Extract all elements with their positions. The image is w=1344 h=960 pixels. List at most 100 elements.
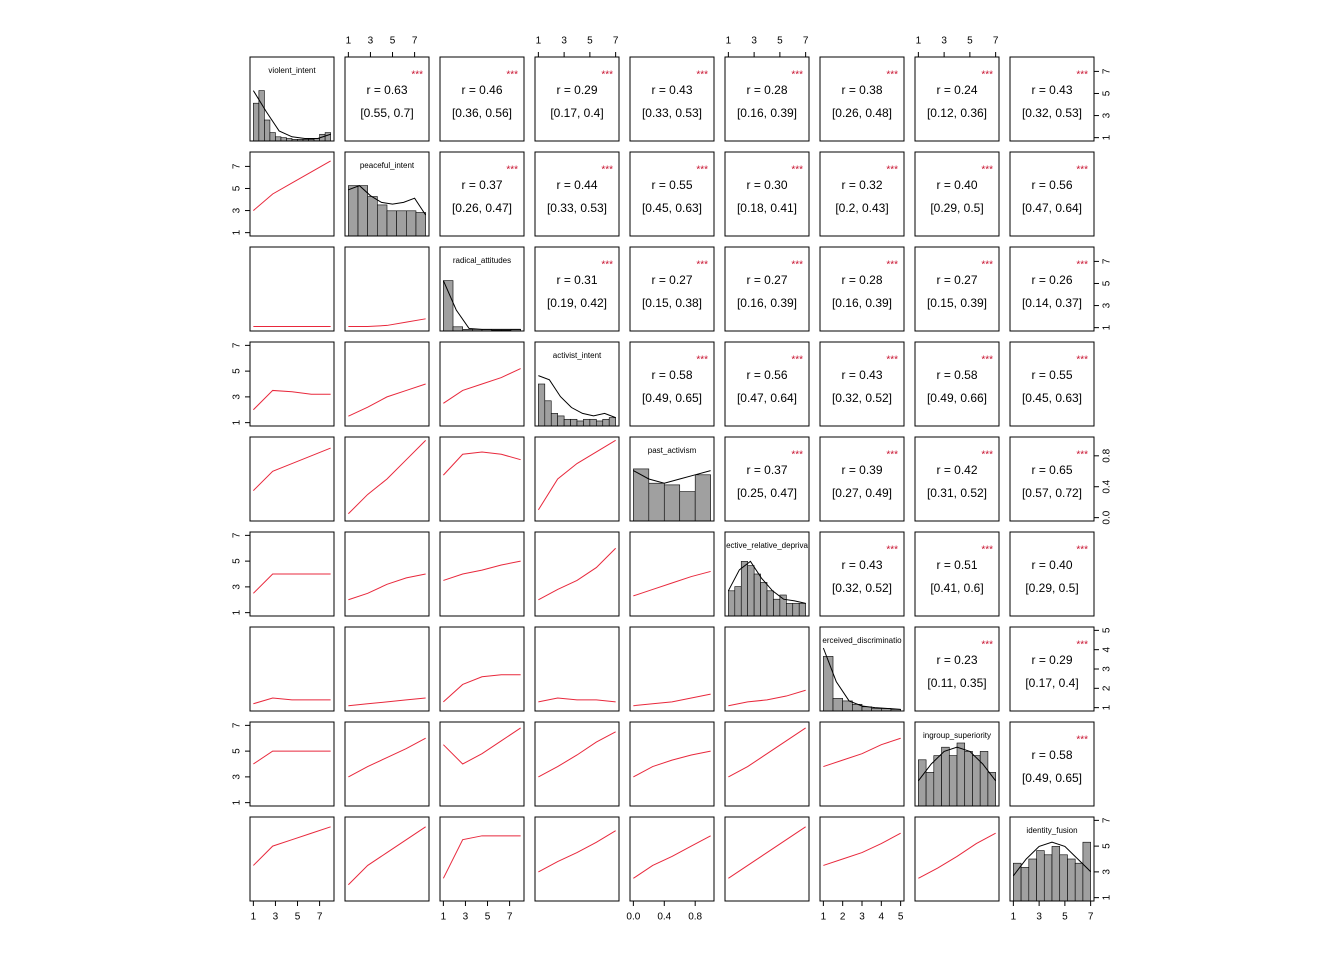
panel [534, 816, 620, 902]
confidence-interval: [0.17, 0.4] [1025, 676, 1078, 690]
y-tick-label: 5 [232, 368, 243, 374]
trend-line [538, 697, 616, 703]
panel [1009, 341, 1095, 427]
panel [1009, 151, 1095, 237]
x-tick-label: 2 [840, 912, 846, 923]
trend-line [442, 835, 521, 879]
significance: *** [791, 355, 803, 366]
significance: *** [791, 165, 803, 176]
hist-bar [633, 468, 650, 522]
panel [914, 531, 1000, 617]
panel [344, 816, 430, 902]
correlation: r = 0.43 [651, 83, 692, 97]
significance: *** [1076, 355, 1088, 366]
correlation: r = 0.43 [841, 558, 882, 572]
x-tick-label: 7 [317, 912, 323, 923]
density-curve [727, 560, 806, 604]
y-tick-label: 7 [232, 722, 243, 728]
hist-bar [918, 759, 927, 807]
confidence-interval: [0.15, 0.39] [927, 296, 987, 310]
hist-bar [987, 772, 996, 807]
panel [629, 246, 715, 332]
x-tick-label: 5 [967, 36, 973, 47]
y-tick-label: 7 [232, 342, 243, 348]
y-tick-label: 1 [1102, 134, 1113, 140]
significance: *** [1076, 450, 1088, 461]
trend-line [728, 826, 806, 879]
panel [914, 721, 1000, 807]
hist-bar [753, 573, 761, 617]
significance: *** [696, 355, 708, 366]
confidence-interval: [0.25, 0.47] [737, 486, 797, 500]
correlation: r = 0.27 [651, 273, 692, 287]
hist-bar [253, 102, 260, 142]
panel [629, 626, 715, 712]
correlation: r = 0.63 [366, 83, 407, 97]
significance: *** [981, 165, 993, 176]
y-tick-label: 7 [1102, 817, 1113, 823]
significance: *** [886, 545, 898, 556]
confidence-interval: [0.27, 0.49] [832, 486, 892, 500]
x-tick-label: 1 [916, 36, 922, 47]
significance: *** [886, 165, 898, 176]
hist-bar [1036, 850, 1045, 902]
correlation: r = 0.31 [556, 273, 597, 287]
hist-bar [324, 132, 331, 142]
panel [819, 626, 905, 712]
confidence-interval: [0.55, 0.7] [360, 106, 413, 120]
panel [724, 436, 810, 522]
hist-bar [570, 418, 578, 427]
hist-bar [550, 413, 558, 427]
confidence-interval: [0.47, 0.64] [1022, 201, 1082, 215]
trend-line [348, 383, 426, 417]
trend-line [633, 750, 711, 778]
confidence-interval: [0.33, 0.53] [642, 106, 702, 120]
variable-name: radical_attitudes [453, 256, 511, 265]
hist-bar [406, 210, 417, 237]
x-tick-label: 1 [1011, 912, 1017, 923]
hist-bar [964, 751, 973, 807]
significance: *** [696, 70, 708, 81]
trend-line [253, 750, 331, 765]
correlation: r = 0.44 [556, 178, 597, 192]
y-tick-label: 1 [232, 229, 243, 235]
y-tick-label: 4 [1102, 646, 1113, 652]
density-curve [538, 375, 616, 419]
panel [1009, 721, 1095, 807]
x-tick-label: 3 [859, 912, 865, 923]
trend-line [253, 573, 331, 594]
variable-name: past_activism [648, 446, 697, 455]
confidence-interval: [0.57, 0.72] [1022, 486, 1082, 500]
x-tick-label: 4 [879, 912, 885, 923]
hist-bar [396, 210, 407, 237]
confidence-interval: [0.49, 0.66] [927, 391, 987, 405]
trend-line [538, 731, 616, 778]
significance: *** [601, 165, 613, 176]
x-tick-label: 5 [777, 36, 783, 47]
variable-name: activist_intent [553, 351, 602, 360]
hist-bar [583, 418, 591, 427]
x-tick-label: 3 [941, 36, 947, 47]
density-curve [822, 647, 901, 710]
hist-bar [933, 755, 942, 807]
correlation: r = 0.24 [936, 83, 977, 97]
y-tick-label: 1 [232, 799, 243, 805]
significance: *** [886, 355, 898, 366]
y-tick-label: 3 [1102, 869, 1113, 875]
significance: *** [981, 260, 993, 271]
panel [439, 436, 525, 522]
density-curve [917, 746, 997, 782]
hist-bar [415, 212, 426, 237]
panel [914, 436, 1000, 522]
correlation: r = 0.55 [651, 178, 692, 192]
confidence-interval: [0.33, 0.53] [547, 201, 607, 215]
hist-bar [798, 603, 806, 617]
panel [629, 151, 715, 237]
y-tick-label: 5 [1102, 627, 1113, 633]
trend-line [728, 727, 806, 778]
x-tick-label: 1 [441, 912, 447, 923]
x-tick-label: 7 [803, 36, 809, 47]
trend-line [348, 697, 426, 707]
significance: *** [696, 165, 708, 176]
panel [819, 341, 905, 427]
